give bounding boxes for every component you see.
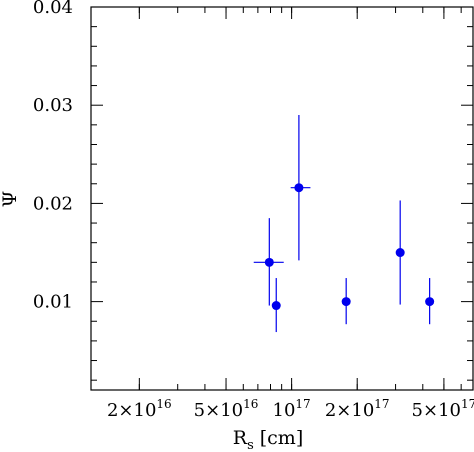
- x-tick-label: 2×1016: [107, 397, 172, 421]
- y-axis-title: Ψ: [0, 191, 21, 208]
- x-axis-title-unit: [cm]: [260, 427, 303, 449]
- x-axis-title-main: R: [233, 427, 248, 449]
- x-tick-label: 5×1017: [412, 397, 474, 421]
- y-tick-label: 0.01: [33, 292, 73, 313]
- data-point: [290, 115, 311, 261]
- axis-ticks: [91, 7, 473, 390]
- data-marker: [264, 257, 274, 267]
- x-axis-title-subscript: s: [247, 438, 254, 452]
- data-marker: [294, 183, 304, 193]
- data-marker: [271, 301, 281, 311]
- data-point: [425, 278, 435, 325]
- data-point: [341, 278, 351, 325]
- x-tick-label: 1017: [273, 397, 311, 421]
- y-tick-label: 0.02: [33, 193, 73, 214]
- plot-frame: [90, 6, 474, 391]
- data-marker: [395, 248, 405, 258]
- data-points: [253, 115, 435, 333]
- y-tick-label: 0.04: [33, 0, 73, 18]
- data-marker: [425, 297, 435, 307]
- data-point: [271, 278, 281, 333]
- data-point: [253, 218, 284, 306]
- x-tick-label: 5×1016: [194, 397, 259, 421]
- x-tick-label: 2×1017: [325, 397, 390, 421]
- x-axis-title: Rs [cm]: [233, 427, 303, 452]
- y-tick-label: 0.03: [33, 95, 73, 116]
- data-point: [395, 200, 405, 305]
- data-marker: [341, 297, 351, 307]
- tick-labels: 2×1016 5×1016 1017 2×1017 5×1017 0.01 0.02 0.03…: [33, 0, 474, 421]
